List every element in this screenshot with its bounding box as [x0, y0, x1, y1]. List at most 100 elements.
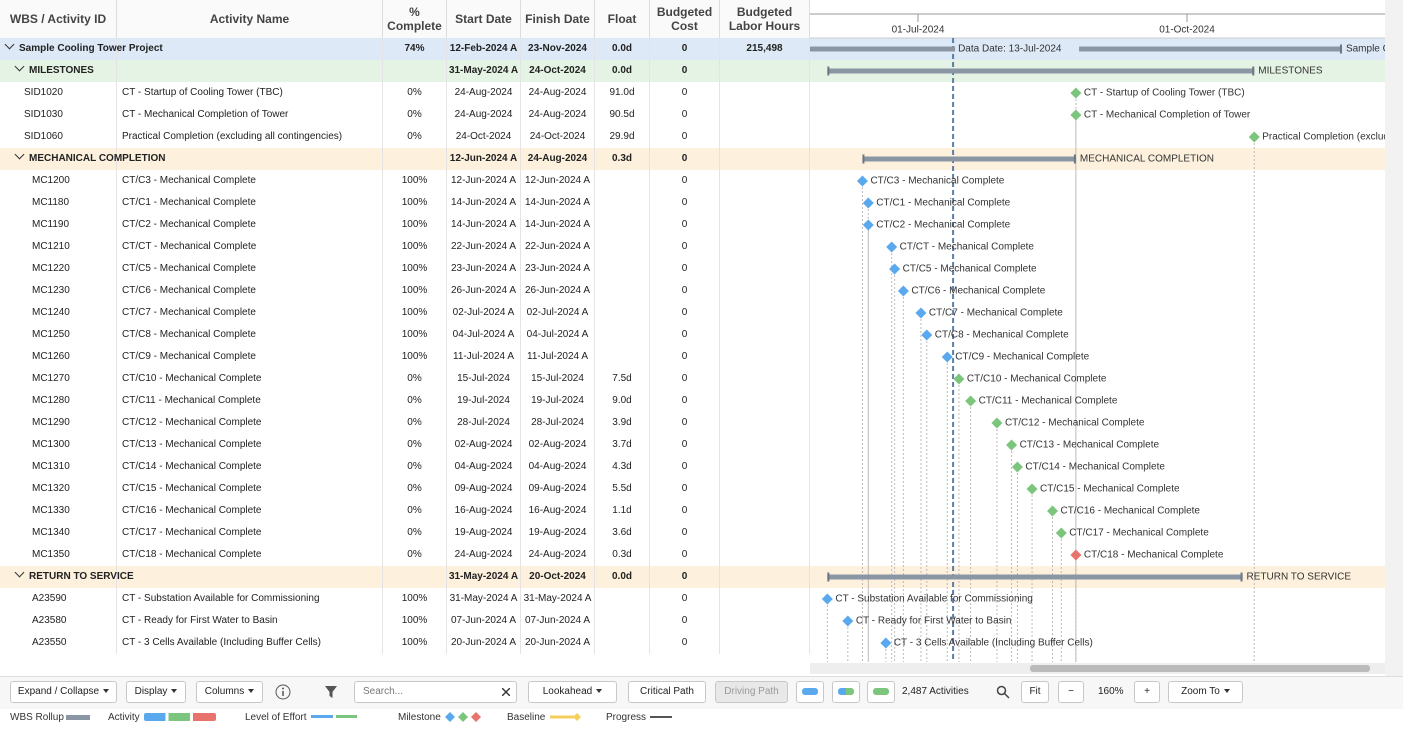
- cell: [720, 478, 810, 500]
- cell-finish: 16-Aug-2024: [528, 505, 587, 516]
- critical-path-button[interactable]: Critical Path: [628, 681, 706, 703]
- cell: 04-Aug-2024: [447, 456, 521, 478]
- display-button[interactable]: Display: [126, 681, 186, 703]
- cell-finish: 07-Jun-2024 A: [524, 615, 591, 626]
- cell: [383, 60, 447, 82]
- v-scrollbar[interactable]: [1385, 0, 1403, 676]
- cell-pct: 0%: [407, 109, 422, 120]
- cell: [595, 280, 650, 302]
- legend-swatch: [311, 715, 357, 718]
- bar-style-1[interactable]: [796, 681, 824, 703]
- cell-start: 12-Jun-2024 A: [450, 175, 517, 186]
- info-icon[interactable]: [274, 683, 292, 701]
- bar-label: CT - Substation Available for Commission…: [835, 594, 1032, 605]
- bar-label: CT/C18 - Mechanical Complete: [1084, 550, 1224, 561]
- cell: 3.9d: [595, 412, 650, 434]
- bar-label: Practical Completion (excluding all cont…: [1262, 132, 1403, 143]
- cell: [720, 412, 810, 434]
- cell: 0: [650, 632, 720, 654]
- cell: 0: [650, 214, 720, 236]
- expand-caret[interactable]: [4, 39, 15, 50]
- cell: [720, 368, 810, 390]
- column-header: Finish Date: [521, 0, 595, 38]
- table-body: Sample Cooling Tower Project 74% 12-Feb-20…: [0, 38, 810, 664]
- h-scroll-thumb[interactable]: [1030, 665, 1370, 672]
- cell-finish: 11-Jul-2024 A: [527, 351, 588, 362]
- cell: 04-Jul-2024 A: [447, 324, 521, 346]
- cell: 0: [650, 390, 720, 412]
- cell-float: 4.3d: [612, 461, 632, 472]
- cell-finish: 22-Jun-2024 A: [524, 241, 591, 252]
- milestone: [1070, 87, 1082, 99]
- fit-button[interactable]: Fit: [1021, 681, 1049, 703]
- bar-style-3[interactable]: [867, 681, 895, 703]
- cell-finish: 04-Jul-2024 A: [526, 329, 589, 340]
- cell: A23550: [0, 632, 117, 654]
- cell: Practical Completion (excluding all cont…: [117, 126, 383, 148]
- column-header: Budgeted Labor Hours: [720, 0, 810, 38]
- row: MILESTONES 31-May-2024 A 24-Oct-2024 0.0d 0: [0, 60, 810, 82]
- cell-float: 0.3d: [612, 549, 632, 560]
- cell: CT - 3 Cells Available (Including Buffer…: [117, 632, 383, 654]
- cell: 0%: [383, 368, 447, 390]
- cell: [720, 346, 810, 368]
- column-header: WBS / Activity ID: [0, 0, 117, 38]
- cell: 24-Oct-2024: [521, 126, 595, 148]
- cell-cost: 0: [681, 175, 688, 186]
- cell-finish: 24-Aug-2024: [528, 549, 587, 560]
- cell: [595, 346, 650, 368]
- cell: 0%: [383, 456, 447, 478]
- cell: CT - Ready for First Water to Basin: [117, 610, 383, 632]
- cell: [720, 500, 810, 522]
- cell-id: MC1270: [32, 373, 70, 384]
- row: MC1350 CT/C18 - Mechanical Complete 0% 24-A…: [0, 544, 810, 566]
- column-header: Budgeted Cost: [650, 0, 720, 38]
- cell-pct: 74%: [404, 43, 425, 54]
- cell-cost: 0: [681, 351, 688, 362]
- wbs-cap: [1240, 572, 1243, 582]
- bar-label: CT/C11 - Mechanical Complete: [979, 396, 1118, 407]
- cell: [595, 302, 650, 324]
- clear-icon[interactable]: [502, 688, 510, 696]
- cell: 16-Aug-2024: [521, 500, 595, 522]
- bar-label: CT - 3 Cells Available (Including Buffer…: [894, 638, 1093, 649]
- legend-swatch: [445, 712, 481, 722]
- expand-caret[interactable]: [14, 149, 25, 160]
- lookahead-button[interactable]: Lookahead: [528, 681, 617, 703]
- wbs-cap: [827, 66, 830, 76]
- cell-name: CT/C1 - Mechanical Complete: [122, 197, 256, 208]
- columns-button[interactable]: Columns: [196, 681, 263, 703]
- cell: CT/CT - Mechanical Complete: [117, 236, 383, 258]
- cell-cost: 0: [681, 527, 688, 538]
- filter-icon[interactable]: [323, 684, 339, 700]
- cell-cost: 0: [681, 615, 688, 626]
- cell-finish: 24-Aug-2024: [527, 153, 588, 164]
- zoom-in-button[interactable]: +: [1134, 681, 1160, 703]
- bar-style-2[interactable]: [832, 681, 860, 703]
- cell: 0: [650, 302, 720, 324]
- search-box[interactable]: Search...: [354, 681, 517, 703]
- cell: CT/C6 - Mechanical Complete: [117, 280, 383, 302]
- zoom-to-button[interactable]: Zoom To: [1168, 681, 1243, 703]
- row: A23590 CT - Substation Available for Comm…: [0, 588, 810, 610]
- cell-pct: 0%: [407, 131, 422, 142]
- cell: 31-May-2024 A: [447, 588, 521, 610]
- cell-float: 5.5d: [612, 483, 632, 494]
- search-icon[interactable]: [996, 685, 1010, 699]
- cell: 0: [650, 522, 720, 544]
- driving-path-button[interactable]: Driving Path: [715, 681, 788, 703]
- expand-caret[interactable]: [14, 61, 25, 72]
- expand-caret[interactable]: [14, 567, 25, 578]
- zoom-out-button[interactable]: −: [1058, 681, 1084, 703]
- cell: 0: [650, 60, 720, 82]
- cell-name: CT - Mechanical Completion of Tower: [122, 109, 289, 120]
- expand-button[interactable]: Expand / Collapse: [10, 681, 117, 703]
- cell-id: MECHANICAL COMPLETION: [29, 153, 166, 164]
- cell: 24-Aug-2024: [447, 104, 521, 126]
- cell: 12-Jun-2024 A: [447, 170, 521, 192]
- cell-start: 31-May-2024 A: [448, 571, 519, 582]
- bar-label: MILESTONES: [1258, 66, 1323, 77]
- cell-finish: 24-Oct-2024: [529, 131, 586, 142]
- cell: 20-Oct-2024: [521, 566, 595, 588]
- cell: MC1340: [0, 522, 117, 544]
